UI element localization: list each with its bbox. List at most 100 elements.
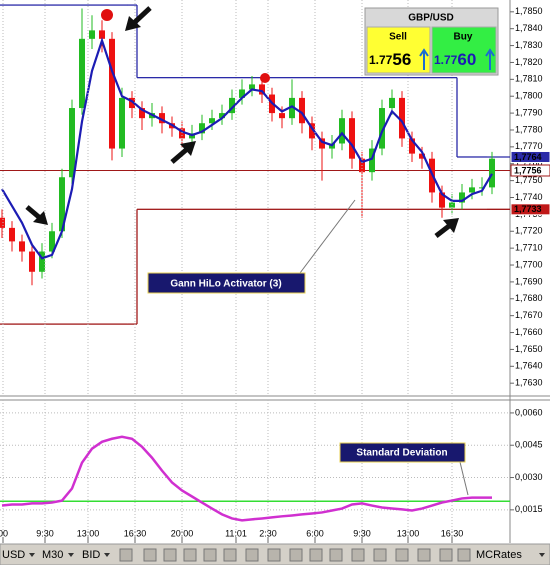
tool-icon[interactable] xyxy=(329,548,343,562)
moving-average xyxy=(1,36,493,260)
candle-body xyxy=(249,84,255,90)
sell-price-pips: 56 xyxy=(392,50,411,69)
symbol-select[interactable]: USD xyxy=(2,549,25,561)
y-tick-label: 0,0060 xyxy=(515,407,543,417)
candle-body xyxy=(119,97,125,149)
buy-price-pips: 60 xyxy=(457,50,476,69)
up-arrow xyxy=(419,48,429,70)
tool-icon[interactable] xyxy=(373,548,387,562)
sell-button[interactable] xyxy=(366,26,431,74)
candle-body xyxy=(9,227,15,242)
price-tag xyxy=(510,150,550,163)
ticket-symbol: GBP/USD xyxy=(408,13,454,24)
price-select[interactable]: BID xyxy=(82,549,100,561)
candle-body xyxy=(139,108,145,119)
x-tick-label: 16:30 xyxy=(124,528,147,538)
y-tick-label: 0,0030 xyxy=(515,472,543,482)
x-tick-label: 13:00 xyxy=(77,528,100,538)
candle-body xyxy=(389,97,395,109)
candle-body xyxy=(129,97,135,109)
candle-body xyxy=(209,118,215,124)
y-tick-label: 1,7750 xyxy=(515,175,543,185)
candle-body xyxy=(369,148,375,173)
tool-icon[interactable] xyxy=(119,548,133,562)
candle-body xyxy=(239,89,245,98)
candle-body xyxy=(479,187,485,189)
price-tag-label: 1,7764 xyxy=(514,152,542,162)
candle-body xyxy=(439,192,445,208)
y-tick-label: 1,7670 xyxy=(515,310,543,320)
y-tick-label: 1,7830 xyxy=(515,40,543,50)
candle-body xyxy=(259,84,265,95)
candle-body xyxy=(379,108,385,149)
candle-body xyxy=(79,38,85,109)
signal-arrow xyxy=(443,218,459,233)
candle-body xyxy=(339,118,345,144)
tool-icon[interactable] xyxy=(245,548,259,562)
x-tick-label: 13:00 xyxy=(397,528,420,538)
source-select[interactable]: MCRates xyxy=(476,549,522,561)
candle-body xyxy=(49,231,55,252)
price-tag xyxy=(510,203,550,216)
buy-price-main: 1.77 xyxy=(434,53,458,67)
tool-icon[interactable] xyxy=(395,548,409,562)
dropdown-arrow xyxy=(539,553,545,557)
tool-icon[interactable] xyxy=(223,548,237,562)
x-tick-label: 00 xyxy=(0,528,8,538)
annotation-pointer xyxy=(459,461,469,496)
candle-body xyxy=(229,97,235,114)
candle-body xyxy=(29,251,35,272)
candle-body xyxy=(489,158,495,188)
y-tick-label: 1,7630 xyxy=(515,378,543,388)
tool-icon[interactable] xyxy=(183,548,197,562)
candle-body xyxy=(219,113,225,119)
tool-icon[interactable] xyxy=(417,548,431,562)
y-tick-label: 1,7640 xyxy=(515,361,543,371)
signal-dot xyxy=(101,9,113,21)
annotation-box xyxy=(147,272,306,294)
x-tick-label: 6:00 xyxy=(306,528,324,538)
y-tick-label: 1,7650 xyxy=(515,344,543,354)
signal-arrow xyxy=(33,211,48,225)
x-tick-label: 9:30 xyxy=(353,528,371,538)
y-tick-label: 1,7800 xyxy=(515,91,543,101)
y-tick-label: 1,7740 xyxy=(515,192,543,202)
y-tick-label: 1,7760 xyxy=(515,158,543,168)
x-tick-label: 9:30 xyxy=(36,528,54,538)
buy-button[interactable] xyxy=(431,26,497,74)
candle-body xyxy=(319,138,325,149)
y-tick-label: 1,7770 xyxy=(515,141,543,151)
annotation: Gann HiLo Activator (3) xyxy=(170,279,281,290)
tool-icon[interactable] xyxy=(289,548,303,562)
plot: 1,7630 1,7640 1,7650 1,7660 1,7670 1,7680 1,76… xyxy=(0,0,550,543)
signal-arrow xyxy=(180,141,196,156)
y-tick-label: 0,0045 xyxy=(515,440,543,450)
y-tick-label: 1,7700 xyxy=(515,259,543,269)
signal-arrow xyxy=(170,148,188,164)
candle-body xyxy=(19,241,25,252)
tool-icon[interactable] xyxy=(439,548,453,562)
y-tick-label: 1,7680 xyxy=(515,293,543,303)
tool-icon[interactable] xyxy=(203,548,217,562)
tool-icon[interactable] xyxy=(309,548,323,562)
tool-icon[interactable] xyxy=(143,548,157,562)
x-tick-label: 2:30 xyxy=(259,528,277,538)
tool-icon[interactable] xyxy=(351,548,365,562)
sell-price-main: 1.77 xyxy=(369,53,393,67)
y-tick-label: 1,7720 xyxy=(515,226,543,236)
price-tag-label: 1,7733 xyxy=(514,204,542,214)
candle-body xyxy=(69,108,75,178)
candle-body xyxy=(179,128,185,139)
y-tick-label: 1,7790 xyxy=(515,107,543,117)
y-tick-label: 1,7660 xyxy=(515,327,543,337)
buy-label: Buy xyxy=(454,32,473,43)
tool-icon[interactable] xyxy=(267,548,281,562)
candle-body xyxy=(419,153,425,159)
buy-price: 1.7760 xyxy=(434,50,476,69)
period-select[interactable]: M30 xyxy=(42,549,63,561)
tool-icon[interactable] xyxy=(163,548,177,562)
x-tick-label: 16:30 xyxy=(441,528,464,538)
candle-body xyxy=(99,30,105,39)
tool-icon[interactable] xyxy=(457,548,471,562)
y-tick-label: 0,0015 xyxy=(515,504,543,514)
